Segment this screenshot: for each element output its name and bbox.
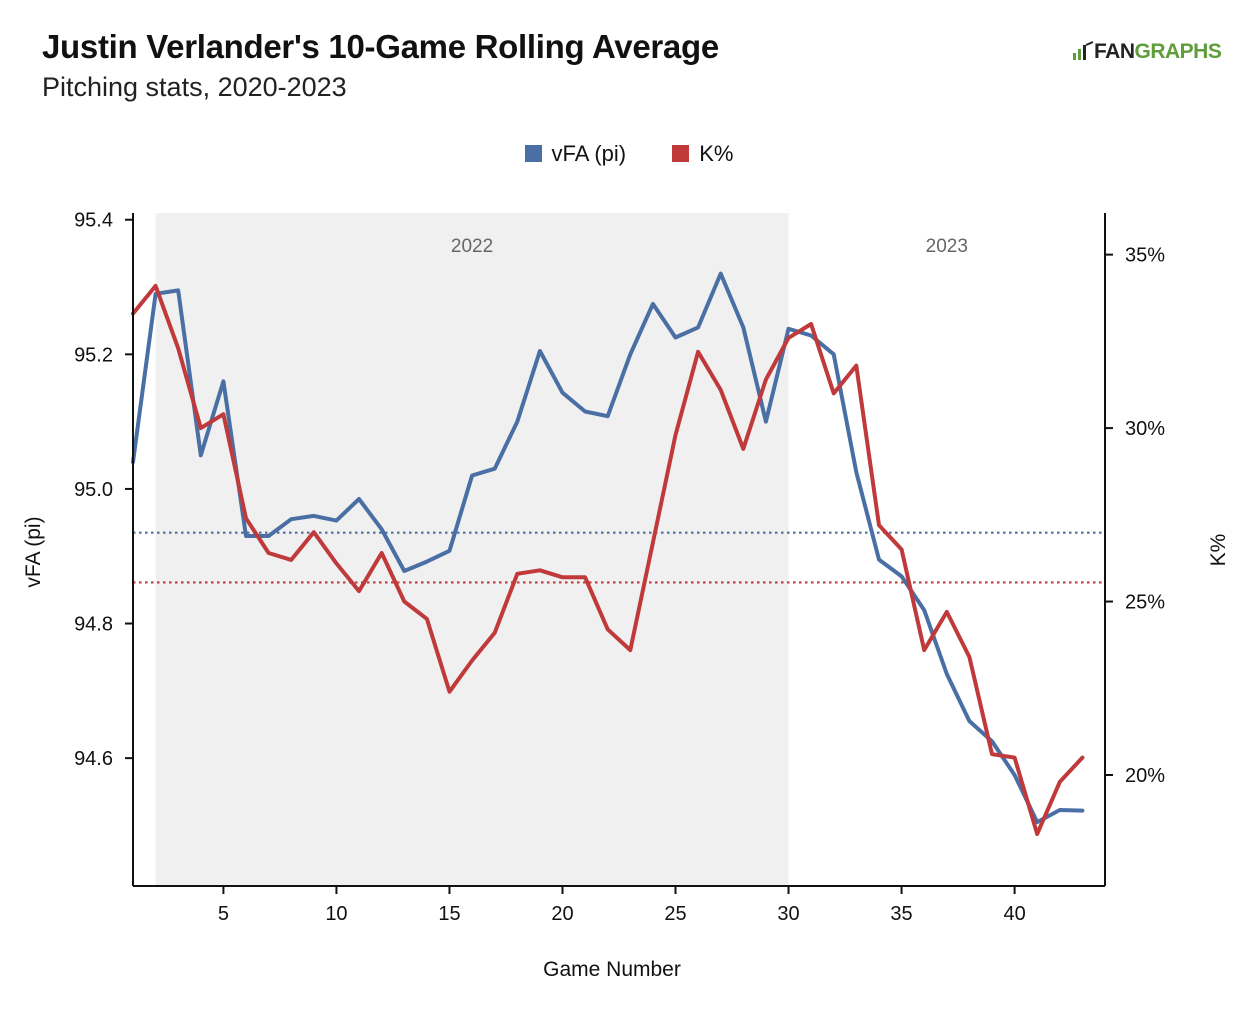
legend-item-k-pct[interactable]: K%: [672, 141, 733, 167]
chart-subtitle: Pitching stats, 2020-2023: [42, 72, 347, 102]
y-right-tick-label: 35%: [1125, 245, 1165, 267]
x-tick-label: 35: [890, 903, 912, 925]
legend: vFA (pi) K%: [0, 141, 1258, 167]
y-left-tick-label: 95.2: [74, 344, 113, 366]
y-left-tick-label: 95.0: [74, 479, 113, 501]
legend-swatch-k-pct: [672, 145, 690, 162]
x-tick-label: 40: [1003, 903, 1025, 925]
logo-text-graphs: GRAPHS: [1134, 40, 1222, 63]
x-tick-label: 30: [777, 903, 799, 925]
chart-title: Justin Verlander's 10-Game Rolling Avera…: [42, 28, 719, 65]
series-line-vfa: [131, 271, 1085, 825]
batter-icon: [1072, 41, 1094, 61]
y-right-tick-label: 25%: [1125, 592, 1165, 614]
legend-item-vfa[interactable]: vFA (pi): [524, 141, 627, 167]
y-left-tick-label: 95.4: [74, 210, 113, 232]
y-right-axis-title: K%: [1207, 534, 1230, 567]
season-band-2022: [155, 213, 789, 886]
fangraphs-logo: FANGRAPHS: [1072, 40, 1222, 64]
x-axis-title: Game Number: [543, 958, 681, 981]
legend-swatch-vfa: [524, 145, 542, 162]
season-label-2022: 2022: [451, 236, 493, 257]
x-tick-label: 10: [325, 903, 347, 925]
y-left-tick-label: 94.6: [74, 748, 113, 770]
y-right-tick-label: 20%: [1125, 765, 1165, 787]
season-label-2023: 2023: [926, 236, 968, 257]
x-tick-label: 20: [551, 903, 573, 925]
logo-text-fan: FAN: [1094, 40, 1135, 63]
legend-label-vfa: vFA (pi): [551, 141, 627, 166]
x-tick-label: 25: [664, 903, 686, 925]
y-left-tick-label: 94.8: [74, 614, 113, 636]
x-tick-label: 5: [218, 903, 229, 925]
y-right-tick-label: 30%: [1125, 418, 1165, 440]
series-line-k-pct: [131, 283, 1085, 836]
y-left-axis-title: vFA (pi): [22, 516, 45, 587]
x-tick-label: 15: [438, 903, 460, 925]
legend-label-k-pct: K%: [699, 141, 734, 166]
